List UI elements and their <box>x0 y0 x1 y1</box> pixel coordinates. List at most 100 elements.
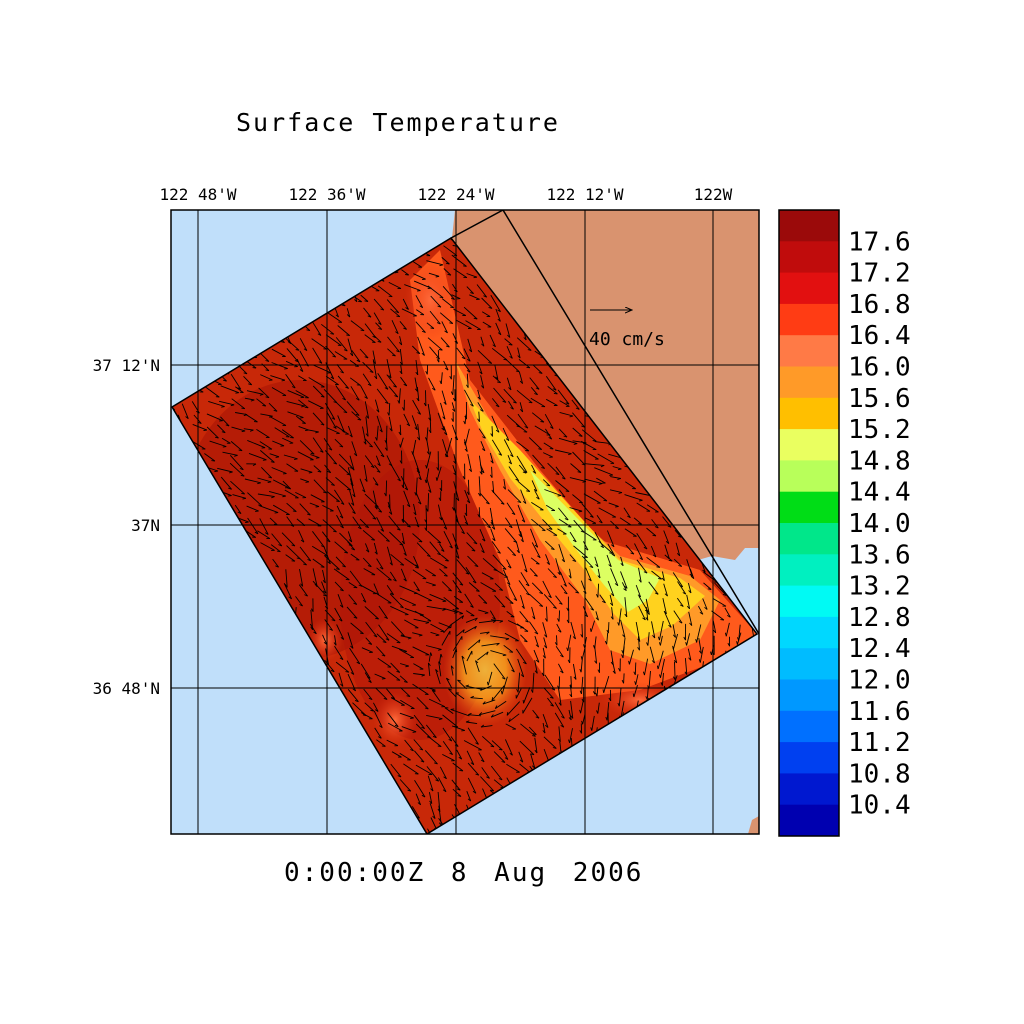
current-vector-head <box>448 589 452 592</box>
current-vector <box>386 455 393 466</box>
current-vector-head <box>270 461 275 463</box>
current-vector <box>431 689 441 702</box>
current-vector <box>646 504 659 513</box>
current-vector-head <box>230 404 235 407</box>
colorbar-label: 17.6 <box>848 227 911 257</box>
current-vector <box>532 672 535 693</box>
current-vector-head <box>450 708 455 710</box>
current-vector-head <box>561 716 565 719</box>
current-vector-head <box>550 704 554 707</box>
current-vector <box>611 607 614 620</box>
current-vector <box>686 633 691 646</box>
current-vector-head <box>422 330 426 333</box>
current-vector <box>523 687 531 704</box>
current-vector-head <box>558 702 562 706</box>
current-vector-head <box>461 531 465 535</box>
current-vector <box>494 595 506 608</box>
current-vector <box>463 740 482 751</box>
current-vector <box>376 415 383 433</box>
current-vector-head <box>396 350 400 353</box>
current-vector <box>558 726 561 742</box>
current-vector <box>597 702 600 714</box>
current-vector-head <box>563 583 567 587</box>
current-vector <box>375 646 386 657</box>
current-vector-head <box>330 376 334 380</box>
current-vector <box>398 388 401 404</box>
current-vector-head <box>376 409 380 413</box>
current-vector-head <box>400 606 404 609</box>
current-vector <box>374 727 382 739</box>
current-vector <box>506 611 515 618</box>
current-vector-head <box>583 843 585 846</box>
current-vector <box>334 307 339 318</box>
current-vector-head <box>651 660 655 664</box>
current-vector <box>547 697 554 707</box>
current-vector <box>442 727 453 742</box>
current-vector <box>714 582 727 596</box>
current-vector <box>295 415 306 424</box>
current-vector-head <box>483 295 487 298</box>
current-vector <box>520 634 528 643</box>
current-vector <box>567 634 572 651</box>
current-vector <box>558 663 564 674</box>
current-vector-head <box>461 729 465 732</box>
current-vector-head <box>336 500 340 503</box>
current-vector <box>235 386 244 393</box>
current-vector <box>506 377 512 391</box>
current-vector <box>335 556 346 568</box>
current-vector <box>404 619 419 629</box>
current-vector-head <box>273 409 278 412</box>
current-vector <box>364 323 377 338</box>
current-vector <box>348 502 356 514</box>
current-vector-head <box>473 317 478 320</box>
current-vector <box>348 582 358 589</box>
current-vector <box>529 568 538 577</box>
current-vector-head <box>522 699 525 704</box>
current-vector-head <box>329 628 333 631</box>
current-vector <box>662 516 672 528</box>
current-vector <box>687 648 692 661</box>
current-vector <box>360 712 373 720</box>
current-vector <box>570 676 572 689</box>
current-vector-head <box>685 641 688 646</box>
current-vector <box>452 636 463 652</box>
current-vector-head <box>406 695 411 698</box>
current-vector <box>335 385 346 401</box>
current-vector-head <box>168 364 171 367</box>
current-vector <box>554 712 565 728</box>
current-vector-head <box>490 714 494 718</box>
current-vector <box>378 624 390 641</box>
current-vector-head <box>481 448 486 452</box>
current-vector-head <box>420 760 425 763</box>
current-vector <box>559 400 570 407</box>
current-vector <box>350 553 360 561</box>
current-vector <box>428 698 446 708</box>
current-vector-head <box>615 505 619 508</box>
current-vector <box>581 623 583 638</box>
current-vector-head <box>404 487 408 491</box>
current-vector-head <box>518 533 522 538</box>
current-vector-head <box>540 421 544 423</box>
current-vector <box>271 467 287 474</box>
current-vector <box>438 777 447 792</box>
current-vector-head <box>508 387 512 391</box>
current-vector <box>416 592 432 602</box>
current-vector-head <box>384 387 389 390</box>
current-vector <box>482 517 491 529</box>
current-vector <box>517 347 521 359</box>
current-vector <box>676 597 684 607</box>
current-vector-head <box>395 311 399 314</box>
current-vector <box>373 298 385 311</box>
current-vector <box>166 352 171 367</box>
current-vector-head <box>327 470 331 474</box>
current-vector-head <box>645 617 649 621</box>
current-vector <box>415 723 431 739</box>
current-vector-head <box>652 635 656 639</box>
current-vector <box>334 351 348 360</box>
current-vector-head <box>414 388 418 392</box>
current-vector <box>427 493 430 512</box>
current-vector <box>607 543 616 557</box>
current-vector-head <box>305 429 309 432</box>
current-vector-head <box>488 306 493 309</box>
current-vector <box>443 426 448 436</box>
